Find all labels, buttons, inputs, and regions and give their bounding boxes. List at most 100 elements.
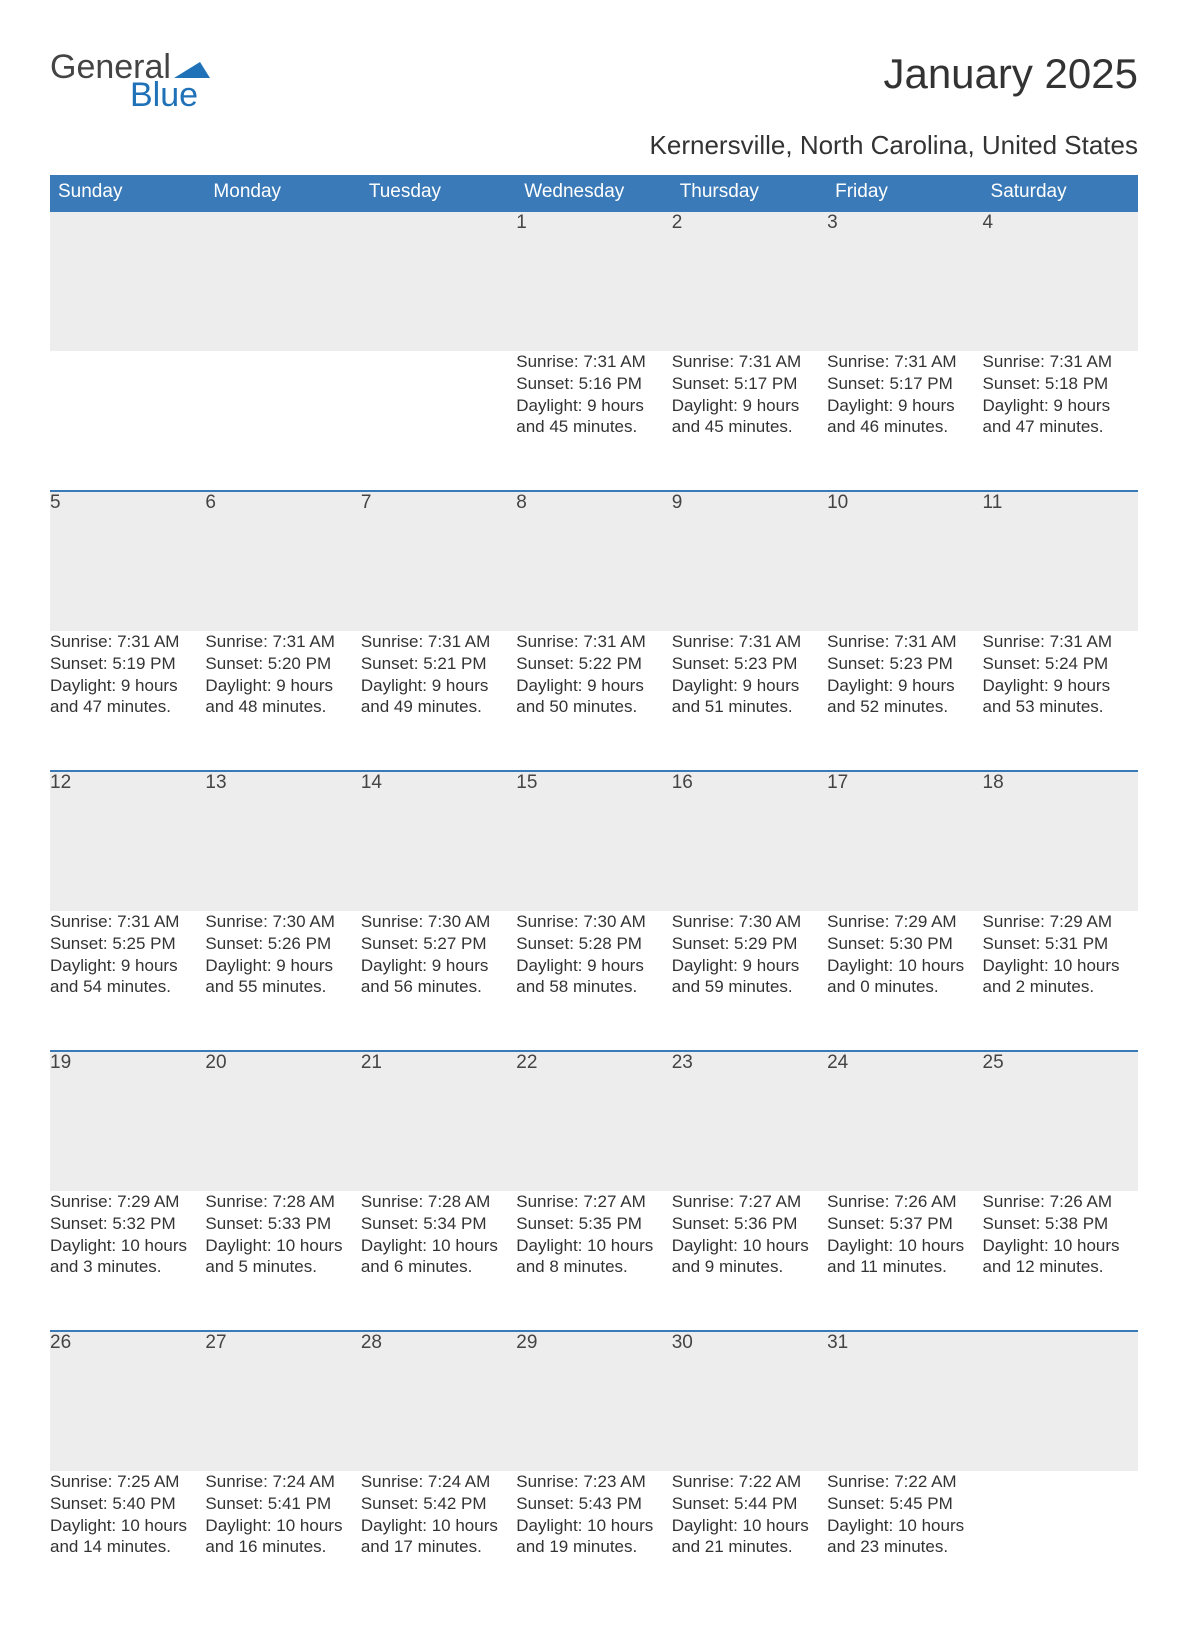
day-number-cell: 12 (50, 771, 205, 911)
daylight1-text: Daylight: 10 hours (205, 1515, 360, 1537)
day-number-cell: 11 (983, 491, 1138, 631)
day-number: 15 (516, 772, 537, 793)
sunrise-text: Sunrise: 7:31 AM (983, 351, 1138, 373)
flag-icon (174, 56, 210, 78)
day-number-cell: 29 (516, 1331, 671, 1471)
day-detail-cell: Sunrise: 7:31 AMSunset: 5:20 PMDaylight:… (205, 631, 360, 771)
day-number: 17 (827, 772, 848, 793)
sunset-text: Sunset: 5:28 PM (516, 933, 671, 955)
daylight2-text: and 8 minutes. (516, 1256, 671, 1278)
daylight2-text: and 48 minutes. (205, 696, 360, 718)
day-number: 25 (983, 1052, 1004, 1073)
day-detail-cell (983, 1471, 1138, 1611)
daylight2-text: and 58 minutes. (516, 976, 671, 998)
daylight1-text: Daylight: 9 hours (516, 955, 671, 977)
day-number: 5 (50, 492, 61, 513)
calendar-page: General Blue January 2025 Kernersville, … (0, 0, 1188, 1651)
sunrise-text: Sunrise: 7:28 AM (205, 1191, 360, 1213)
sunrise-text: Sunrise: 7:30 AM (672, 911, 827, 933)
daylight1-text: Daylight: 9 hours (361, 675, 516, 697)
daylight2-text: and 45 minutes. (672, 416, 827, 438)
daylight2-text: and 16 minutes. (205, 1536, 360, 1558)
day-detail-cell: Sunrise: 7:30 AMSunset: 5:27 PMDaylight:… (361, 911, 516, 1051)
day-detail-cell: Sunrise: 7:31 AMSunset: 5:23 PMDaylight:… (672, 631, 827, 771)
sunset-text: Sunset: 5:16 PM (516, 373, 671, 395)
day-number: 31 (827, 1332, 848, 1353)
daylight1-text: Daylight: 9 hours (516, 395, 671, 417)
day-number-cell: 16 (672, 771, 827, 911)
sunset-text: Sunset: 5:33 PM (205, 1213, 360, 1235)
day-detail-cell: Sunrise: 7:29 AMSunset: 5:32 PMDaylight:… (50, 1191, 205, 1331)
day-header: Wednesday (516, 175, 671, 211)
sunrise-text: Sunrise: 7:30 AM (361, 911, 516, 933)
day-detail-cell: Sunrise: 7:31 AMSunset: 5:18 PMDaylight:… (983, 351, 1138, 491)
day-number: 12 (50, 772, 71, 793)
day-number-cell (361, 211, 516, 351)
day-number: 20 (205, 1052, 226, 1073)
sunset-text: Sunset: 5:17 PM (827, 373, 982, 395)
sunset-text: Sunset: 5:42 PM (361, 1493, 516, 1515)
daylight2-text: and 51 minutes. (672, 696, 827, 718)
day-number-cell: 25 (983, 1051, 1138, 1191)
day-detail-cell: Sunrise: 7:24 AMSunset: 5:41 PMDaylight:… (205, 1471, 360, 1611)
daylight2-text: and 46 minutes. (827, 416, 982, 438)
sunrise-text: Sunrise: 7:26 AM (827, 1191, 982, 1213)
day-detail-cell: Sunrise: 7:31 AMSunset: 5:21 PMDaylight:… (361, 631, 516, 771)
day-number-cell: 20 (205, 1051, 360, 1191)
day-detail-cell: Sunrise: 7:27 AMSunset: 5:35 PMDaylight:… (516, 1191, 671, 1331)
day-number-cell: 5 (50, 491, 205, 631)
daylight2-text: and 54 minutes. (50, 976, 205, 998)
day-number-cell: 8 (516, 491, 671, 631)
daylight1-text: Daylight: 9 hours (50, 955, 205, 977)
day-number-cell: 15 (516, 771, 671, 911)
sunrise-text: Sunrise: 7:31 AM (983, 631, 1138, 653)
day-detail-cell (50, 351, 205, 491)
sunrise-text: Sunrise: 7:31 AM (827, 351, 982, 373)
sunrise-text: Sunrise: 7:23 AM (516, 1471, 671, 1493)
daylight1-text: Daylight: 9 hours (205, 675, 360, 697)
day-number-cell: 21 (361, 1051, 516, 1191)
daylight1-text: Daylight: 9 hours (516, 675, 671, 697)
daylight1-text: Daylight: 9 hours (672, 955, 827, 977)
daylight2-text: and 17 minutes. (361, 1536, 516, 1558)
daylight1-text: Daylight: 10 hours (50, 1515, 205, 1537)
sunrise-text: Sunrise: 7:31 AM (516, 351, 671, 373)
day-number-cell: 19 (50, 1051, 205, 1191)
sunrise-text: Sunrise: 7:31 AM (827, 631, 982, 653)
day-number: 29 (516, 1332, 537, 1353)
sunset-text: Sunset: 5:43 PM (516, 1493, 671, 1515)
day-detail-cell: Sunrise: 7:29 AMSunset: 5:31 PMDaylight:… (983, 911, 1138, 1051)
day-detail-cell: Sunrise: 7:22 AMSunset: 5:44 PMDaylight:… (672, 1471, 827, 1611)
daylight1-text: Daylight: 9 hours (983, 675, 1138, 697)
day-number: 6 (205, 492, 216, 513)
sunrise-text: Sunrise: 7:22 AM (827, 1471, 982, 1493)
day-detail-cell (205, 351, 360, 491)
daylight2-text: and 12 minutes. (983, 1256, 1138, 1278)
sunrise-text: Sunrise: 7:24 AM (205, 1471, 360, 1493)
sunrise-text: Sunrise: 7:25 AM (50, 1471, 205, 1493)
day-number-cell: 1 (516, 211, 671, 351)
daylight2-text: and 21 minutes. (672, 1536, 827, 1558)
day-number-cell: 22 (516, 1051, 671, 1191)
daylight2-text: and 47 minutes. (983, 416, 1138, 438)
day-header: Sunday (50, 175, 205, 211)
day-detail-row: Sunrise: 7:31 AMSunset: 5:16 PMDaylight:… (50, 351, 1138, 491)
day-detail-cell: Sunrise: 7:28 AMSunset: 5:33 PMDaylight:… (205, 1191, 360, 1331)
day-number-cell: 27 (205, 1331, 360, 1471)
sunrise-text: Sunrise: 7:31 AM (516, 631, 671, 653)
sunset-text: Sunset: 5:34 PM (361, 1213, 516, 1235)
day-number-row: 19202122232425 (50, 1051, 1138, 1191)
day-number-cell: 30 (672, 1331, 827, 1471)
daylight1-text: Daylight: 9 hours (361, 955, 516, 977)
day-number: 7 (361, 492, 372, 513)
sunrise-text: Sunrise: 7:30 AM (516, 911, 671, 933)
day-number-cell: 14 (361, 771, 516, 911)
daylight1-text: Daylight: 10 hours (516, 1235, 671, 1257)
sunrise-text: Sunrise: 7:24 AM (361, 1471, 516, 1493)
day-number-cell: 23 (672, 1051, 827, 1191)
daylight2-text: and 11 minutes. (827, 1256, 982, 1278)
day-number-cell (205, 211, 360, 351)
day-number-row: 12131415161718 (50, 771, 1138, 911)
daylight1-text: Daylight: 10 hours (361, 1515, 516, 1537)
sunrise-text: Sunrise: 7:30 AM (205, 911, 360, 933)
